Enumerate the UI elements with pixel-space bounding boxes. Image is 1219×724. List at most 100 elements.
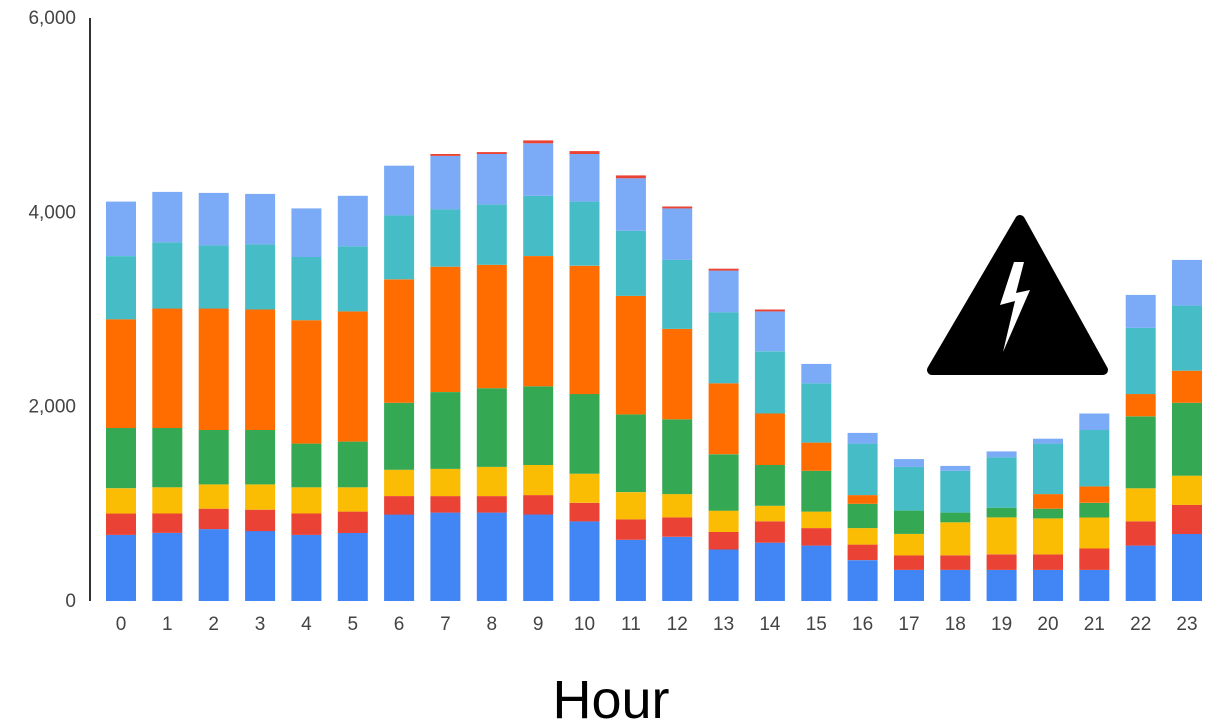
bar-segment-hour-8-series-7 xyxy=(476,154,507,205)
x-tick-label: 6 xyxy=(394,614,405,635)
bar-segment-hour-3-series-5 xyxy=(245,309,276,430)
bar-segment-hour-18-series-1 xyxy=(940,569,971,601)
bar-segment-hour-16-series-7 xyxy=(847,432,878,444)
bar-segment-hour-10-series-3 xyxy=(569,473,600,503)
bar-segment-hour-11-series-3 xyxy=(615,492,646,520)
bar-segment-hour-22-series-2 xyxy=(1125,521,1156,546)
x-tick-label: 2 xyxy=(208,614,219,635)
bar-segment-hour-18-series-3 xyxy=(940,522,971,556)
bar-segment-hour-23-series-2 xyxy=(1172,504,1202,534)
x-tick-label: 20 xyxy=(1037,614,1058,635)
bar-segment-hour-5-series-5 xyxy=(337,311,368,442)
bar-segment-hour-9-series-6 xyxy=(523,195,554,256)
bar-segment-hour-4-series-3 xyxy=(291,487,322,514)
bar-segment-hour-4-series-2 xyxy=(291,513,322,535)
x-tick-label: 3 xyxy=(255,614,266,635)
bar-segment-hour-13-series-8 xyxy=(708,268,739,271)
bar-segment-hour-22-series-7 xyxy=(1125,294,1156,328)
x-tick-label: 5 xyxy=(348,614,359,635)
x-tick-label: 17 xyxy=(898,614,919,635)
x-tick-label: 8 xyxy=(487,614,498,635)
bar-segment-hour-0-series-6 xyxy=(106,256,136,320)
bar-segment-hour-12-series-1 xyxy=(662,536,693,601)
bar-segment-hour-13-series-4 xyxy=(708,454,739,511)
bar-segment-hour-1-series-1 xyxy=(152,533,183,601)
bar-segment-hour-16-series-2 xyxy=(847,544,878,561)
bar-segment-hour-19-series-2 xyxy=(986,554,1017,570)
bar-segment-hour-0-series-1 xyxy=(106,534,136,601)
bar-segment-hour-7-series-1 xyxy=(430,512,461,601)
bar-segment-hour-0-series-7 xyxy=(106,201,136,256)
bar-segment-hour-22-series-4 xyxy=(1125,416,1156,489)
bar-segment-hour-10-series-7 xyxy=(569,154,600,202)
bar-segment-hour-23-series-6 xyxy=(1172,305,1202,371)
bar-segment-hour-12-series-2 xyxy=(662,517,693,537)
x-tick-label: 11 xyxy=(621,614,641,635)
bar-segment-hour-13-series-5 xyxy=(708,383,739,455)
bar-segment-hour-10-series-6 xyxy=(569,201,600,266)
x-tick-label: 7 xyxy=(440,614,451,635)
bar-segment-hour-15-series-7 xyxy=(801,363,832,384)
bar-segment-hour-22-series-6 xyxy=(1125,328,1156,395)
bar-segment-hour-23-series-4 xyxy=(1172,402,1202,476)
bar-segment-hour-22-series-5 xyxy=(1125,394,1156,417)
bar-segment-hour-3-series-3 xyxy=(245,484,276,510)
bar-segment-hour-2-series-3 xyxy=(198,484,229,509)
bar-segment-hour-2-series-2 xyxy=(198,508,229,530)
bar-segment-hour-13-series-1 xyxy=(708,549,739,601)
bar-segment-hour-23-series-1 xyxy=(1172,534,1202,601)
bar-segment-hour-19-series-7 xyxy=(986,451,1017,458)
bar-segment-hour-17-series-3 xyxy=(894,534,924,556)
bar-segment-hour-2-series-4 xyxy=(198,430,229,485)
bar-segment-hour-3-series-4 xyxy=(245,430,276,485)
bar-segment-hour-2-series-1 xyxy=(198,529,229,601)
bar-segment-hour-20-series-1 xyxy=(1033,569,1063,601)
bar-segment-hour-10-series-5 xyxy=(569,265,600,395)
x-tick-label: 0 xyxy=(116,614,127,635)
bar-segment-hour-19-series-6 xyxy=(986,457,1017,508)
bar-segment-hour-7-series-6 xyxy=(430,209,461,267)
bar-segment-hour-20-series-5 xyxy=(1033,494,1063,509)
bar-segment-hour-22-series-1 xyxy=(1125,545,1156,601)
bar-segment-hour-7-series-3 xyxy=(430,468,461,497)
bar-segment-hour-2-series-7 xyxy=(198,192,229,246)
bar-segment-hour-15-series-1 xyxy=(801,545,832,601)
x-tick-label: 9 xyxy=(533,614,544,635)
bar-segment-hour-7-series-5 xyxy=(430,266,461,392)
bar-segment-hour-0-series-5 xyxy=(106,319,136,428)
bar-segment-hour-12-series-6 xyxy=(662,259,693,329)
bar-segment-hour-4-series-7 xyxy=(291,208,322,257)
bar-segment-hour-23-series-7 xyxy=(1172,259,1202,306)
y-tick-label: 6,000 xyxy=(28,8,76,29)
bar-segment-hour-9-series-3 xyxy=(523,465,554,496)
bar-segment-hour-15-series-6 xyxy=(801,383,832,443)
bar-segment-hour-16-series-5 xyxy=(847,495,878,504)
bar-segment-hour-17-series-2 xyxy=(894,555,924,570)
bar-segment-hour-11-series-7 xyxy=(615,178,646,231)
bar-segment-hour-5-series-6 xyxy=(337,246,368,312)
bar-segment-hour-12-series-5 xyxy=(662,328,693,420)
bar-segment-hour-9-series-1 xyxy=(523,514,554,601)
high-voltage-warning-icon xyxy=(927,215,1108,375)
bar-segment-hour-5-series-4 xyxy=(337,441,368,488)
bar-segment-hour-5-series-7 xyxy=(337,195,368,247)
bar-segment-hour-13-series-3 xyxy=(708,510,739,532)
bar-segment-hour-11-series-4 xyxy=(615,414,646,493)
bar-segment-hour-20-series-4 xyxy=(1033,508,1063,519)
y-tick-label: 4,000 xyxy=(28,202,76,223)
bar-segment-hour-0-series-4 xyxy=(106,428,136,489)
bar-segment-hour-21-series-1 xyxy=(1079,569,1110,601)
x-tick-label: 12 xyxy=(667,614,688,635)
bar-segment-hour-12-series-3 xyxy=(662,494,693,518)
x-tick-label: 1 xyxy=(162,614,173,635)
x-tick-label: 14 xyxy=(759,614,781,635)
bar-segment-hour-13-series-6 xyxy=(708,312,739,384)
x-tick-label: 15 xyxy=(806,614,827,635)
bar-segment-hour-4-series-6 xyxy=(291,257,322,321)
bar-segment-hour-6-series-5 xyxy=(384,279,415,403)
bar-segment-hour-10-series-1 xyxy=(569,521,600,601)
bar-segment-hour-11-series-2 xyxy=(615,519,646,540)
bar-segment-hour-3-series-6 xyxy=(245,244,276,310)
y-tick-labels: 0 2,000 4,000 6,000 xyxy=(28,8,76,612)
bar-segment-hour-20-series-3 xyxy=(1033,518,1063,555)
